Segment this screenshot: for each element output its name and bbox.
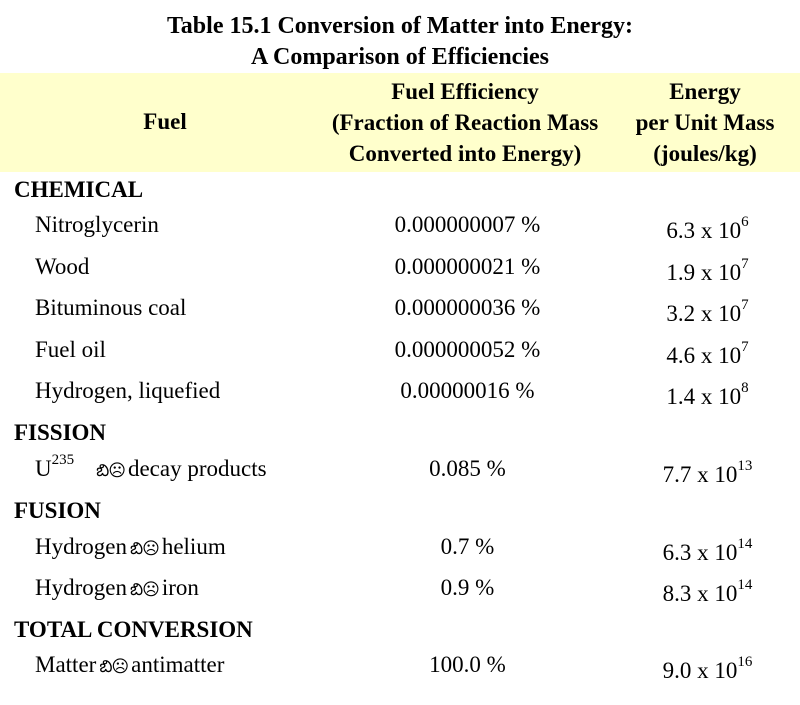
energy-mantissa: 3.2 x 10	[666, 301, 742, 326]
section-chemical: CHEMICAL	[14, 177, 144, 202]
fuel-name-part1: Hydrogen	[35, 575, 127, 600]
isotope-superscript: 235	[51, 452, 75, 468]
fuel-name: U235 బి☹ decay products	[35, 452, 267, 485]
fuel-name-part1: Hydrogen	[35, 534, 127, 559]
energy-value: 8.3 x 1014	[625, 577, 790, 607]
energy-value: 6.3 x 1014	[625, 536, 790, 566]
efficiency-value: 0.00000016 %	[400, 378, 535, 403]
fuel-name: Fuel oil	[35, 337, 106, 362]
header-efficiency-line3: Converted into Energy)	[348, 141, 582, 166]
energy-exponent: 7	[741, 297, 749, 313]
reaction-arrow-icon: బి☹	[129, 539, 160, 558]
energy-exponent: 7	[741, 339, 749, 355]
energy-exponent: 14	[737, 577, 753, 593]
energy-value: 1.4 x 108	[625, 380, 790, 410]
header-fuel: Fuel	[143, 109, 187, 134]
efficiency-value: 100.0 %	[429, 652, 506, 677]
energy-exponent: 8	[741, 380, 749, 396]
fuel-name-part2: decay products	[127, 456, 267, 481]
fuel-name: Wood	[35, 254, 90, 279]
energy-exponent: 14	[737, 536, 753, 552]
energy-exponent: 16	[737, 654, 753, 670]
table-header	[0, 73, 800, 172]
energy-mantissa: 6.3 x 10	[666, 218, 742, 243]
header-energy-line1: Energy	[669, 79, 741, 104]
energy-mantissa: 8.3 x 10	[662, 581, 738, 606]
energy-mantissa: 6.3 x 10	[662, 540, 738, 565]
header-efficiency-line1: Fuel Efficiency	[391, 79, 539, 104]
fuel-name-part2: antimatter	[131, 652, 225, 677]
energy-exponent: 6	[741, 214, 749, 230]
efficiency-value: 0.000000052 %	[394, 337, 541, 362]
table-title-line2: A Comparison of Efficiencies	[251, 44, 549, 70]
reaction-arrow-icon: బి☹	[129, 580, 160, 599]
fuel-name: Nitroglycerin	[35, 212, 159, 237]
section-fusion: FUSION	[14, 498, 101, 523]
fuel-name: Bituminous coal	[35, 295, 187, 320]
efficiency-value: 0.000000036 %	[394, 295, 541, 320]
fuel-name-part1: U	[35, 456, 52, 481]
energy-value: 9.0 x 1016	[625, 654, 790, 684]
fuel-name: Matter బి☹ antimatter	[35, 652, 224, 681]
energy-mantissa: 4.6 x 10	[666, 343, 742, 368]
energy-value: 6.3 x 106	[625, 214, 790, 244]
energy-exponent: 13	[737, 458, 753, 474]
energy-value: 4.6 x 107	[625, 339, 790, 369]
fuel-name-part2: helium	[161, 534, 226, 559]
efficiency-value: 0.9 %	[440, 575, 495, 600]
reaction-arrow-icon: బి☹	[96, 461, 126, 480]
section-total-conversion: TOTAL CONVERSION	[14, 617, 253, 642]
energy-value: 1.9 x 107	[625, 256, 790, 286]
energy-mantissa: 7.7 x 10	[662, 462, 738, 487]
table-title-line1: Table 15.1 Conversion of Matter into Ene…	[167, 13, 633, 39]
energy-exponent: 7	[741, 256, 749, 272]
header-energy-line3: (joules/kg)	[653, 141, 757, 166]
reaction-arrow-icon: బి☹	[99, 657, 129, 676]
header-efficiency-line2: (Fraction of Reaction Mass	[331, 110, 599, 135]
efficiency-value: 0.000000021 %	[394, 254, 541, 279]
efficiency-value: 0.085 %	[429, 456, 506, 481]
fuel-name-part2: iron	[161, 575, 199, 600]
header-energy-line2: per Unit Mass	[635, 110, 775, 135]
section-fission: FISSION	[14, 420, 107, 445]
energy-mantissa: 1.9 x 10	[666, 260, 742, 285]
fuel-name: Hydrogen, liquefied	[35, 378, 221, 403]
efficiency-value: 0.7 %	[440, 534, 495, 559]
energy-mantissa: 1.4 x 10	[666, 384, 742, 409]
energy-value: 7.7 x 1013	[625, 458, 790, 488]
fuel-name: Hydrogen బి☹ iron	[35, 575, 199, 604]
header-efficiency: Fuel Efficiency (Fraction of Reaction Ma…	[300, 76, 630, 169]
fuel-name-part1: Matter	[35, 652, 97, 677]
energy-value: 3.2 x 107	[625, 297, 790, 327]
fuel-name: Hydrogen బి☹ helium	[35, 534, 226, 563]
header-energy: Energy per Unit Mass (joules/kg)	[620, 76, 790, 169]
energy-mantissa: 9.0 x 10	[662, 658, 738, 683]
efficiency-value: 0.000000007 %	[394, 212, 541, 237]
